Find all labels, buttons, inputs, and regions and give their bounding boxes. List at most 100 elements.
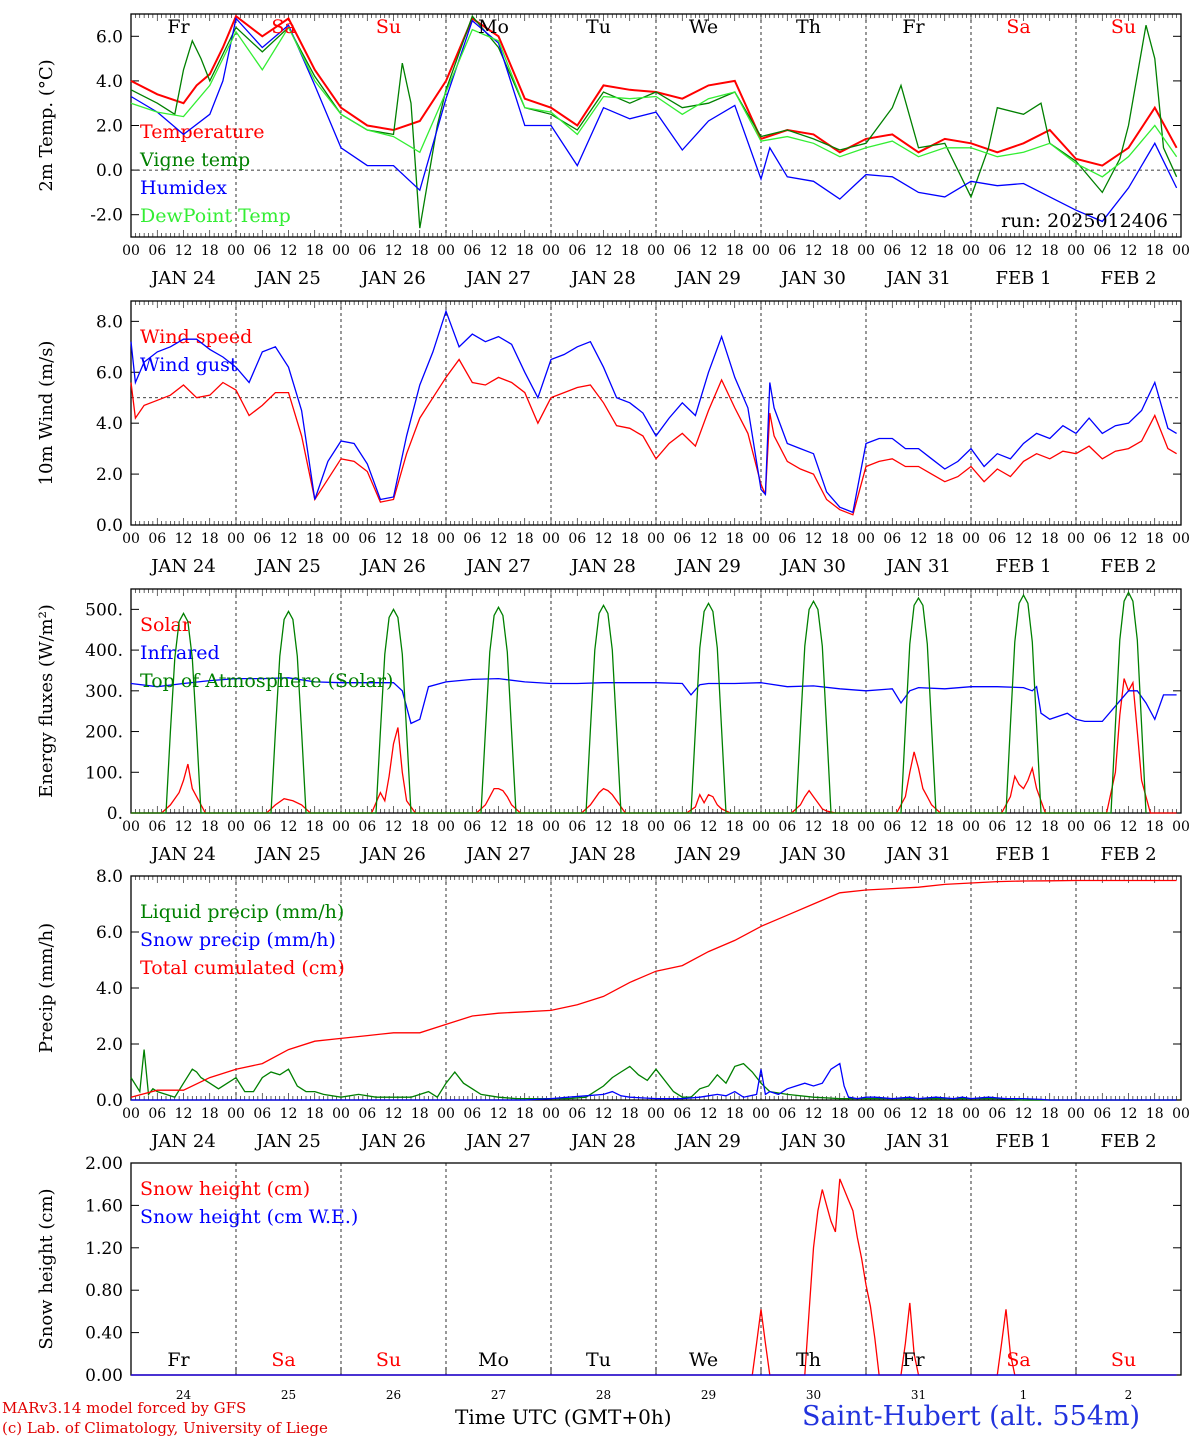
date-label: JAN 29 <box>674 1131 741 1152</box>
hour-tick-label: 06 <box>148 819 166 835</box>
hour-tick-label: 12 <box>1015 243 1033 259</box>
hour-tick-label: 18 <box>516 531 534 547</box>
series-line <box>131 1062 1177 1101</box>
hour-tick-label: 12 <box>280 819 298 835</box>
hour-tick-label: 18 <box>516 1106 534 1122</box>
hour-tick-label: 12 <box>1120 819 1138 835</box>
date-label: JAN 31 <box>884 556 951 577</box>
weekday-label: Tu <box>586 16 611 38</box>
hour-tick-label: 00 <box>122 531 140 547</box>
hour-tick-label: 00 <box>1067 1106 1085 1122</box>
y-axis-label: Energy fluxes (W/m²) <box>36 604 57 798</box>
day-number: 26 <box>386 1388 401 1402</box>
hour-tick-label: 00 <box>857 819 875 835</box>
legend-entry: Snow height (cm W.E.) <box>140 1206 358 1228</box>
y-tick-label: 2.00 <box>85 1154 123 1174</box>
hour-tick-label: 18 <box>201 819 219 835</box>
series-line <box>130 677 1177 725</box>
hour-tick-label: 06 <box>253 243 271 259</box>
date-label: JAN 31 <box>884 1131 951 1152</box>
series-line <box>131 678 1177 814</box>
y-tick-label: 2.0 <box>96 465 123 485</box>
y-tick-label: 4.0 <box>96 414 123 434</box>
weekday-label: Sa <box>1006 16 1030 38</box>
series-line <box>130 1049 1177 1101</box>
hour-tick-label: 12 <box>910 531 928 547</box>
y-tick-label: 0.0 <box>96 161 123 181</box>
hour-tick-label: 06 <box>568 243 586 259</box>
series-line <box>130 309 1177 514</box>
date-label: FEB 1 <box>995 844 1051 865</box>
series-line <box>130 26 1178 178</box>
hour-tick-label: 12 <box>175 531 193 547</box>
hour-tick-label: 00 <box>647 819 665 835</box>
date-label: JAN 27 <box>464 268 531 289</box>
hour-tick-label: 06 <box>778 531 796 547</box>
date-label: JAN 28 <box>569 844 636 865</box>
hour-tick-label: 12 <box>805 531 823 547</box>
date-label: JAN 26 <box>359 268 426 289</box>
hour-tick-label: 00 <box>437 243 455 259</box>
legend-entry: DewPoint Temp <box>140 205 291 227</box>
day-number: 30 <box>806 1388 821 1402</box>
hour-tick-label: 18 <box>936 819 954 835</box>
hour-tick-label: 18 <box>201 243 219 259</box>
weekday-label: Fr <box>902 16 925 38</box>
hour-tick-label: 12 <box>910 1106 928 1122</box>
date-label: JAN 26 <box>359 556 426 577</box>
hour-tick-label: 06 <box>988 819 1006 835</box>
hour-tick-label: 06 <box>673 819 691 835</box>
hour-tick-label: 18 <box>726 243 744 259</box>
y-tick-label: 6.0 <box>96 923 123 943</box>
date-label: JAN 30 <box>779 1131 846 1152</box>
time-axis-title: Time UTC (GMT+0h) <box>455 1405 672 1429</box>
hour-tick-label: 18 <box>621 243 639 259</box>
date-label: JAN 29 <box>674 268 741 289</box>
hour-tick-label: 06 <box>778 819 796 835</box>
y-axis-label: Snow height (cm) <box>36 1188 57 1349</box>
hour-tick-label: 18 <box>726 531 744 547</box>
hour-tick-label: 06 <box>1093 243 1111 259</box>
hour-tick-label: 12 <box>280 531 298 547</box>
hour-tick-label: 12 <box>805 243 823 259</box>
hour-tick-label: 06 <box>568 1106 586 1122</box>
hour-tick-label: 06 <box>988 243 1006 259</box>
series-line <box>130 879 1177 1098</box>
hour-tick-label: 18 <box>831 819 849 835</box>
hour-tick-label: 12 <box>490 819 508 835</box>
hour-tick-label: 18 <box>201 531 219 547</box>
y-axis-label: 10m Wind (m/s) <box>36 341 57 486</box>
hour-tick-label: 18 <box>726 1106 744 1122</box>
legend-entry: Wind speed <box>140 326 252 348</box>
date-label: FEB 2 <box>1100 1131 1156 1152</box>
plot-frame <box>130 300 1182 526</box>
hour-tick-label: 18 <box>936 243 954 259</box>
hour-tick-label: 06 <box>883 1106 901 1122</box>
hour-tick-label: 12 <box>700 1106 718 1122</box>
y-tick-label: 4.0 <box>96 979 123 999</box>
series-line <box>130 14 1178 167</box>
plot-frame <box>130 588 1182 814</box>
hour-tick-label: 00 <box>752 1106 770 1122</box>
hour-tick-label: 06 <box>673 531 691 547</box>
hour-tick-label: 12 <box>385 819 403 835</box>
hour-tick-label: 18 <box>1146 819 1164 835</box>
hour-tick-label: 00 <box>962 531 980 547</box>
hour-tick-label: 18 <box>621 1106 639 1122</box>
hour-tick-label: 06 <box>358 819 376 835</box>
hour-tick-label: 18 <box>1146 243 1164 259</box>
hour-tick-label: 00 <box>437 819 455 835</box>
hour-tick-label: 00 <box>1172 243 1190 259</box>
hour-tick-label: 12 <box>385 531 403 547</box>
hour-tick-label: 06 <box>148 531 166 547</box>
legend-entry: Solar <box>140 614 192 636</box>
hour-tick-label: 06 <box>1093 531 1111 547</box>
weekday-label: Su <box>376 1349 401 1371</box>
hour-tick-label: 18 <box>831 243 849 259</box>
date-label: JAN 24 <box>149 1131 216 1152</box>
date-label: JAN 31 <box>884 844 951 865</box>
y-tick-label: 0.80 <box>85 1281 123 1301</box>
date-label: JAN 27 <box>464 844 531 865</box>
hour-tick-label: 06 <box>253 1106 271 1122</box>
